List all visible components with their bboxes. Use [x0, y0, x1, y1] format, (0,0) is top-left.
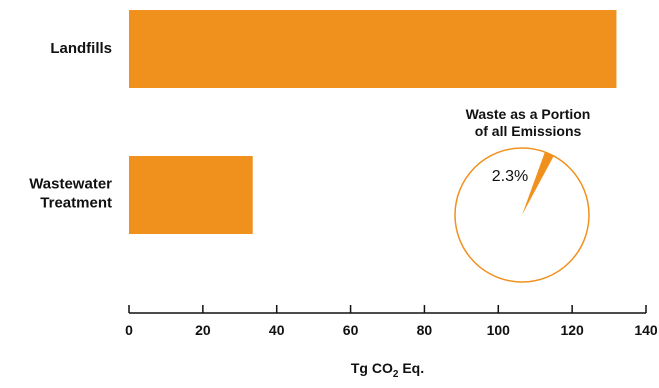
inset-pie-slice [522, 152, 554, 215]
inset-pie-title: Waste as a Portion of all Emissions [466, 106, 591, 139]
x-tick-label-100: 100 [487, 322, 511, 338]
category-label-landfills: Landfills [50, 40, 112, 57]
x-tick-label-60: 60 [343, 322, 359, 338]
bar-wastewater-treatment [129, 156, 253, 234]
x-tick-label-20: 20 [195, 322, 211, 338]
category-label-wastewater-treatment: Wastewater Treatment [29, 176, 112, 212]
x-tick-label-120: 120 [560, 322, 584, 338]
bar-landfills [129, 10, 617, 88]
x-tick-label-0: 0 [125, 322, 133, 338]
inset-pie-slice-label: 2.3% [492, 168, 528, 185]
x-axis-title: Tg CO2 Eq. [351, 360, 424, 380]
x-tick-label-80: 80 [417, 322, 433, 338]
x-tick-label-40: 40 [269, 322, 285, 338]
x-tick-label-140: 140 [634, 322, 658, 338]
